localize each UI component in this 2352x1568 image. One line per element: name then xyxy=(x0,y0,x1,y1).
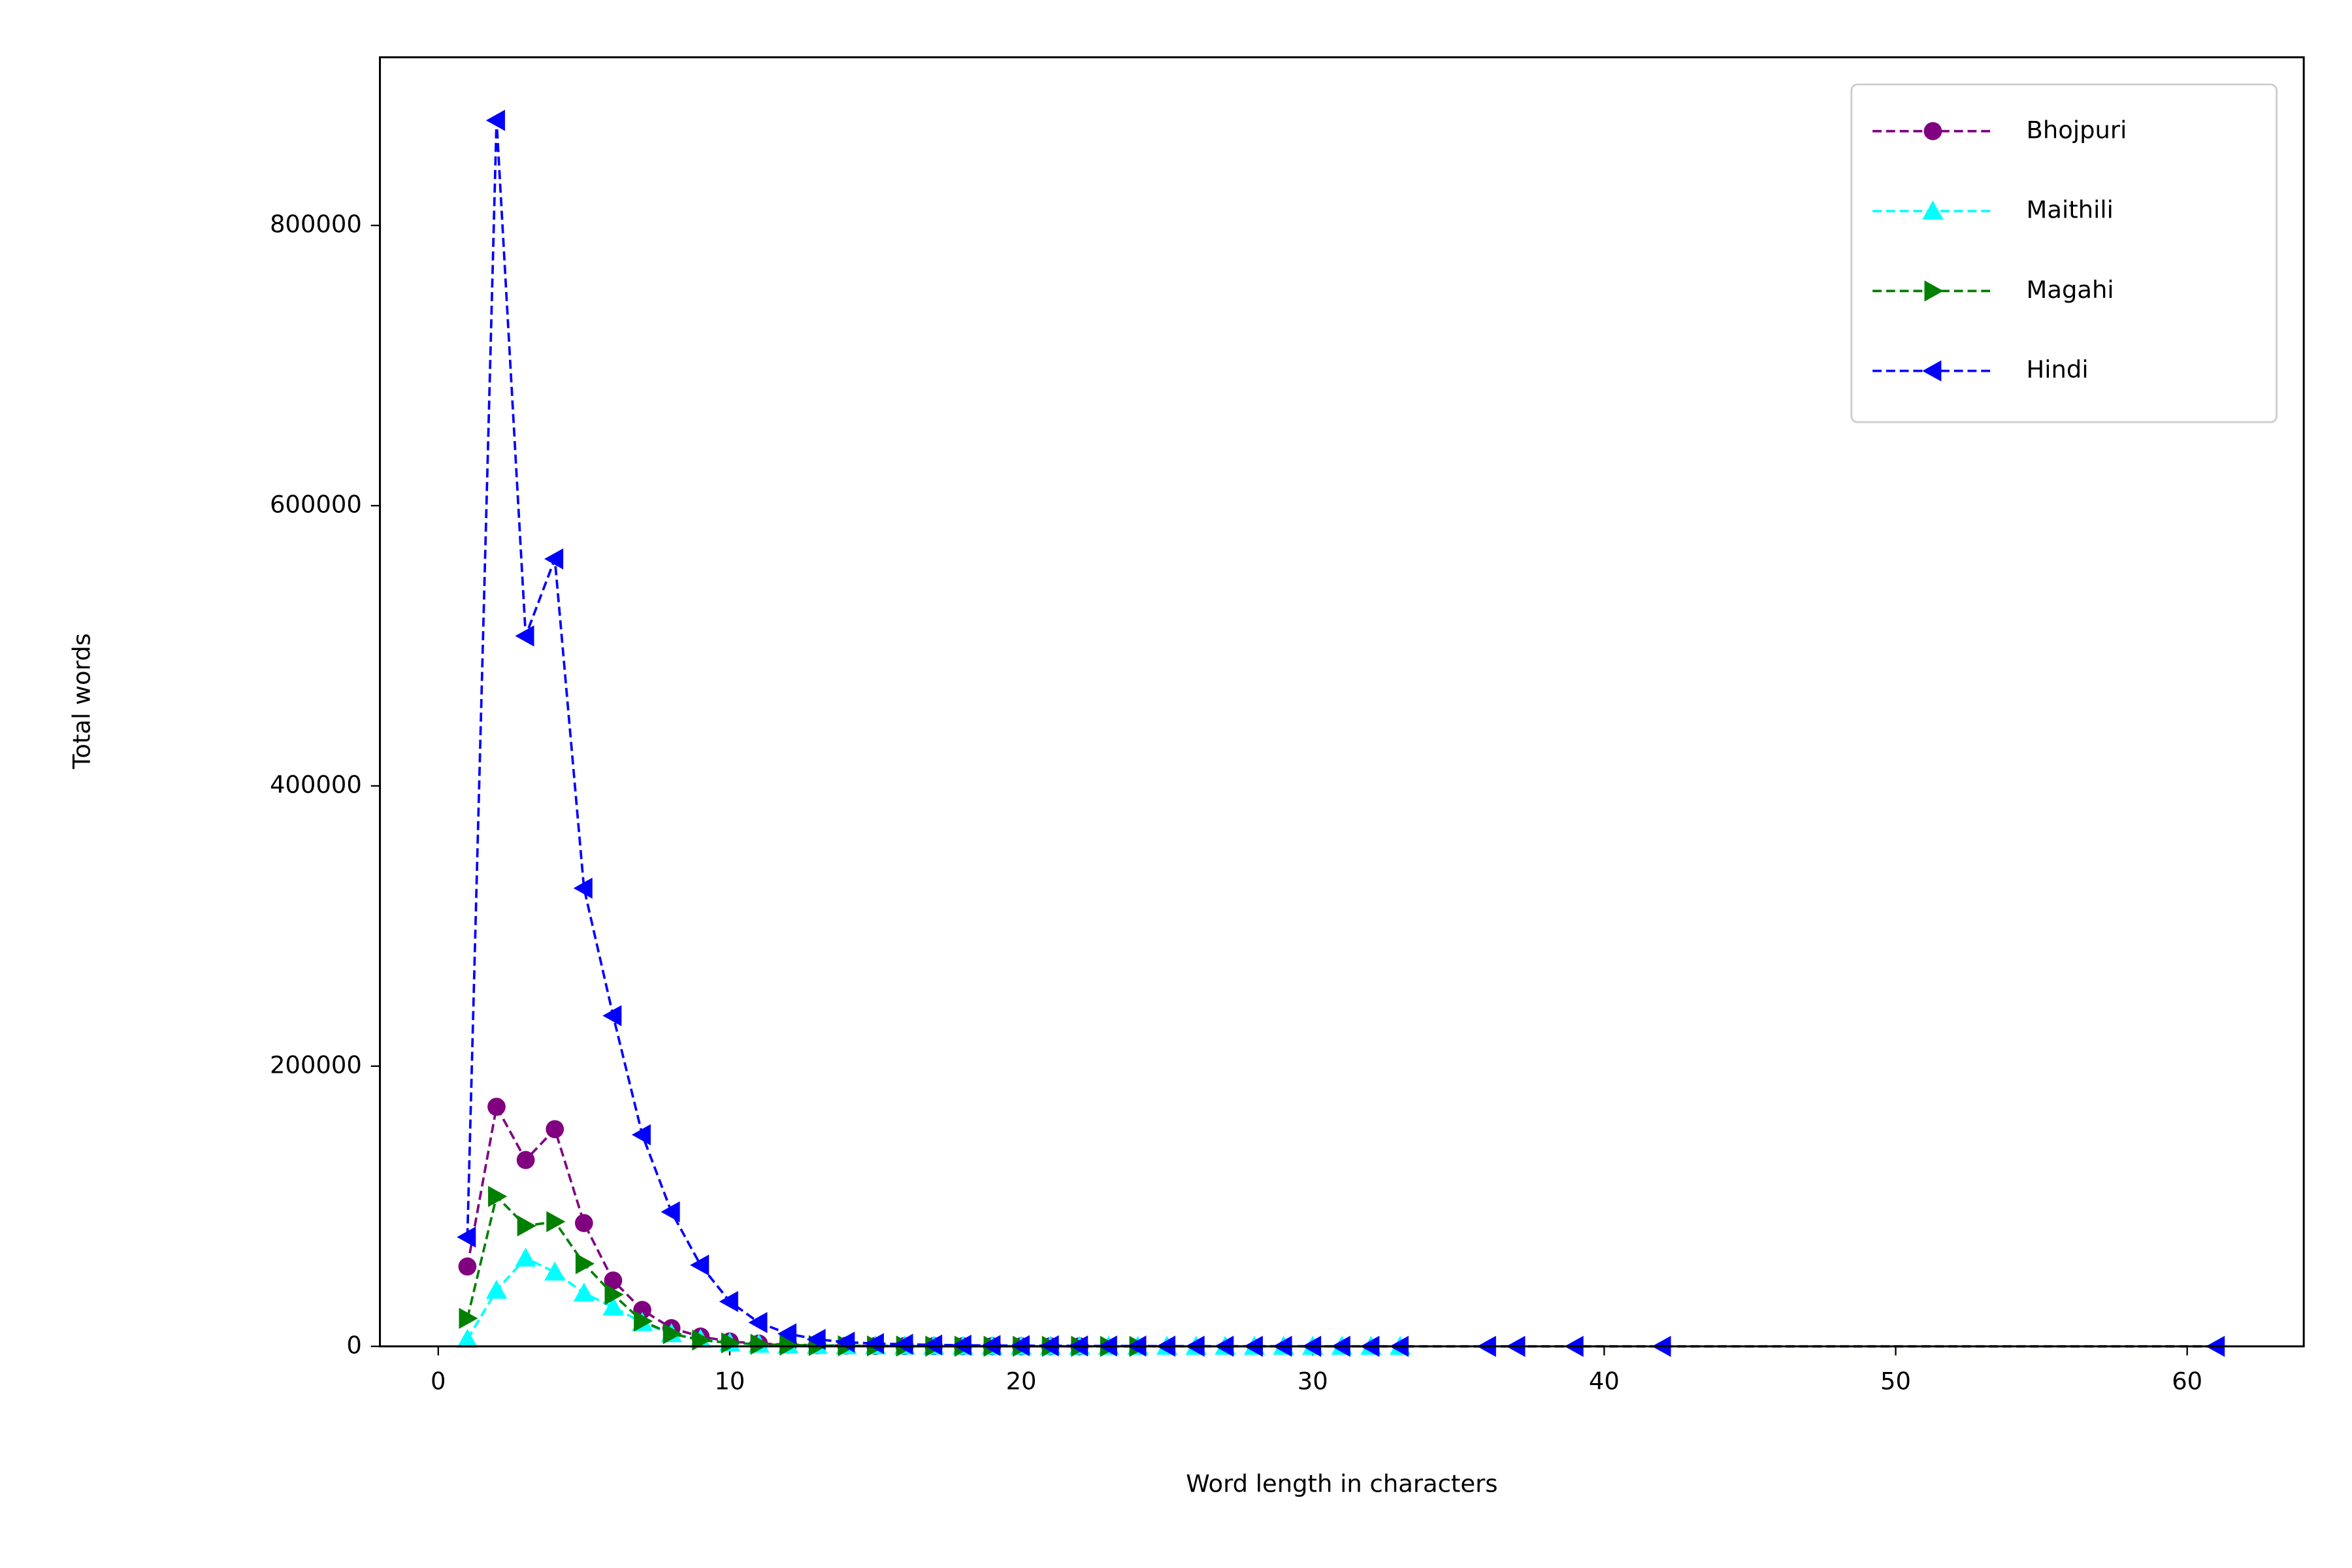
marker xyxy=(690,1254,710,1276)
marker xyxy=(806,1328,826,1350)
marker xyxy=(515,625,534,647)
series-line xyxy=(466,1256,1401,1348)
x-tick-label: 50 xyxy=(1880,1367,1911,1396)
marker xyxy=(662,1323,682,1345)
y-tick-label: 600000 xyxy=(270,490,362,518)
marker xyxy=(634,1311,653,1332)
marker xyxy=(1922,360,1942,382)
legend-label: Hindi xyxy=(2027,355,2089,384)
marker xyxy=(661,1201,680,1223)
marker xyxy=(894,1333,913,1355)
legend-label: Magahi xyxy=(2027,276,2114,304)
marker xyxy=(864,1333,884,1354)
marker xyxy=(515,1247,536,1267)
marker xyxy=(836,1331,855,1353)
marker xyxy=(487,1098,506,1116)
marker xyxy=(777,1323,797,1345)
marker xyxy=(546,1120,564,1139)
marker xyxy=(485,1279,508,1299)
marker xyxy=(602,1005,622,1026)
marker xyxy=(517,1215,536,1237)
x-tick-label: 10 xyxy=(714,1367,745,1396)
y-tick-label: 400000 xyxy=(270,770,362,798)
marker xyxy=(488,1186,508,1207)
marker xyxy=(748,1312,768,1333)
marker xyxy=(575,1253,595,1275)
marker xyxy=(779,1334,799,1356)
marker xyxy=(575,1214,593,1232)
y-axis-label: Total words xyxy=(67,633,95,770)
legend-box xyxy=(1850,83,2278,423)
marker xyxy=(459,1307,478,1330)
marker xyxy=(1923,122,1942,140)
x-axis-label: Word length in characters xyxy=(1186,1470,1497,1498)
x-tick-label: 30 xyxy=(1298,1367,1328,1396)
marker xyxy=(546,1211,566,1233)
marker xyxy=(457,1226,476,1248)
plot-frame xyxy=(379,56,2305,1348)
marker xyxy=(1924,280,1944,302)
marker xyxy=(602,1296,624,1316)
marker xyxy=(457,1328,478,1348)
marker xyxy=(719,1290,738,1313)
y-tick-label: 800000 xyxy=(270,210,362,238)
marker xyxy=(573,1282,595,1302)
marker xyxy=(458,1257,477,1276)
marker xyxy=(485,110,505,131)
marker xyxy=(952,1334,972,1356)
marker xyxy=(631,1124,651,1146)
marker xyxy=(544,548,564,570)
marker xyxy=(516,1151,535,1169)
marker xyxy=(923,1334,943,1356)
marker xyxy=(721,1332,741,1354)
series-line xyxy=(466,1103,1080,1348)
y-tick-label: 200000 xyxy=(270,1051,362,1079)
x-tick-label: 20 xyxy=(1006,1367,1037,1396)
legend-label: Maithili xyxy=(2027,196,2114,224)
series-line xyxy=(466,1194,1138,1348)
legend-label: Bhojpuri xyxy=(2027,116,2127,144)
marker xyxy=(1922,200,1944,220)
marker xyxy=(692,1329,711,1351)
y-tick-label: 0 xyxy=(346,1331,361,1359)
marker xyxy=(544,1261,566,1281)
x-tick-label: 40 xyxy=(1589,1367,1620,1396)
x-tick-label: 60 xyxy=(2172,1367,2202,1396)
marker xyxy=(604,1271,623,1290)
marker xyxy=(604,1284,624,1305)
marker xyxy=(750,1333,770,1355)
x-tick-label: 0 xyxy=(431,1367,446,1396)
marker xyxy=(573,877,593,899)
